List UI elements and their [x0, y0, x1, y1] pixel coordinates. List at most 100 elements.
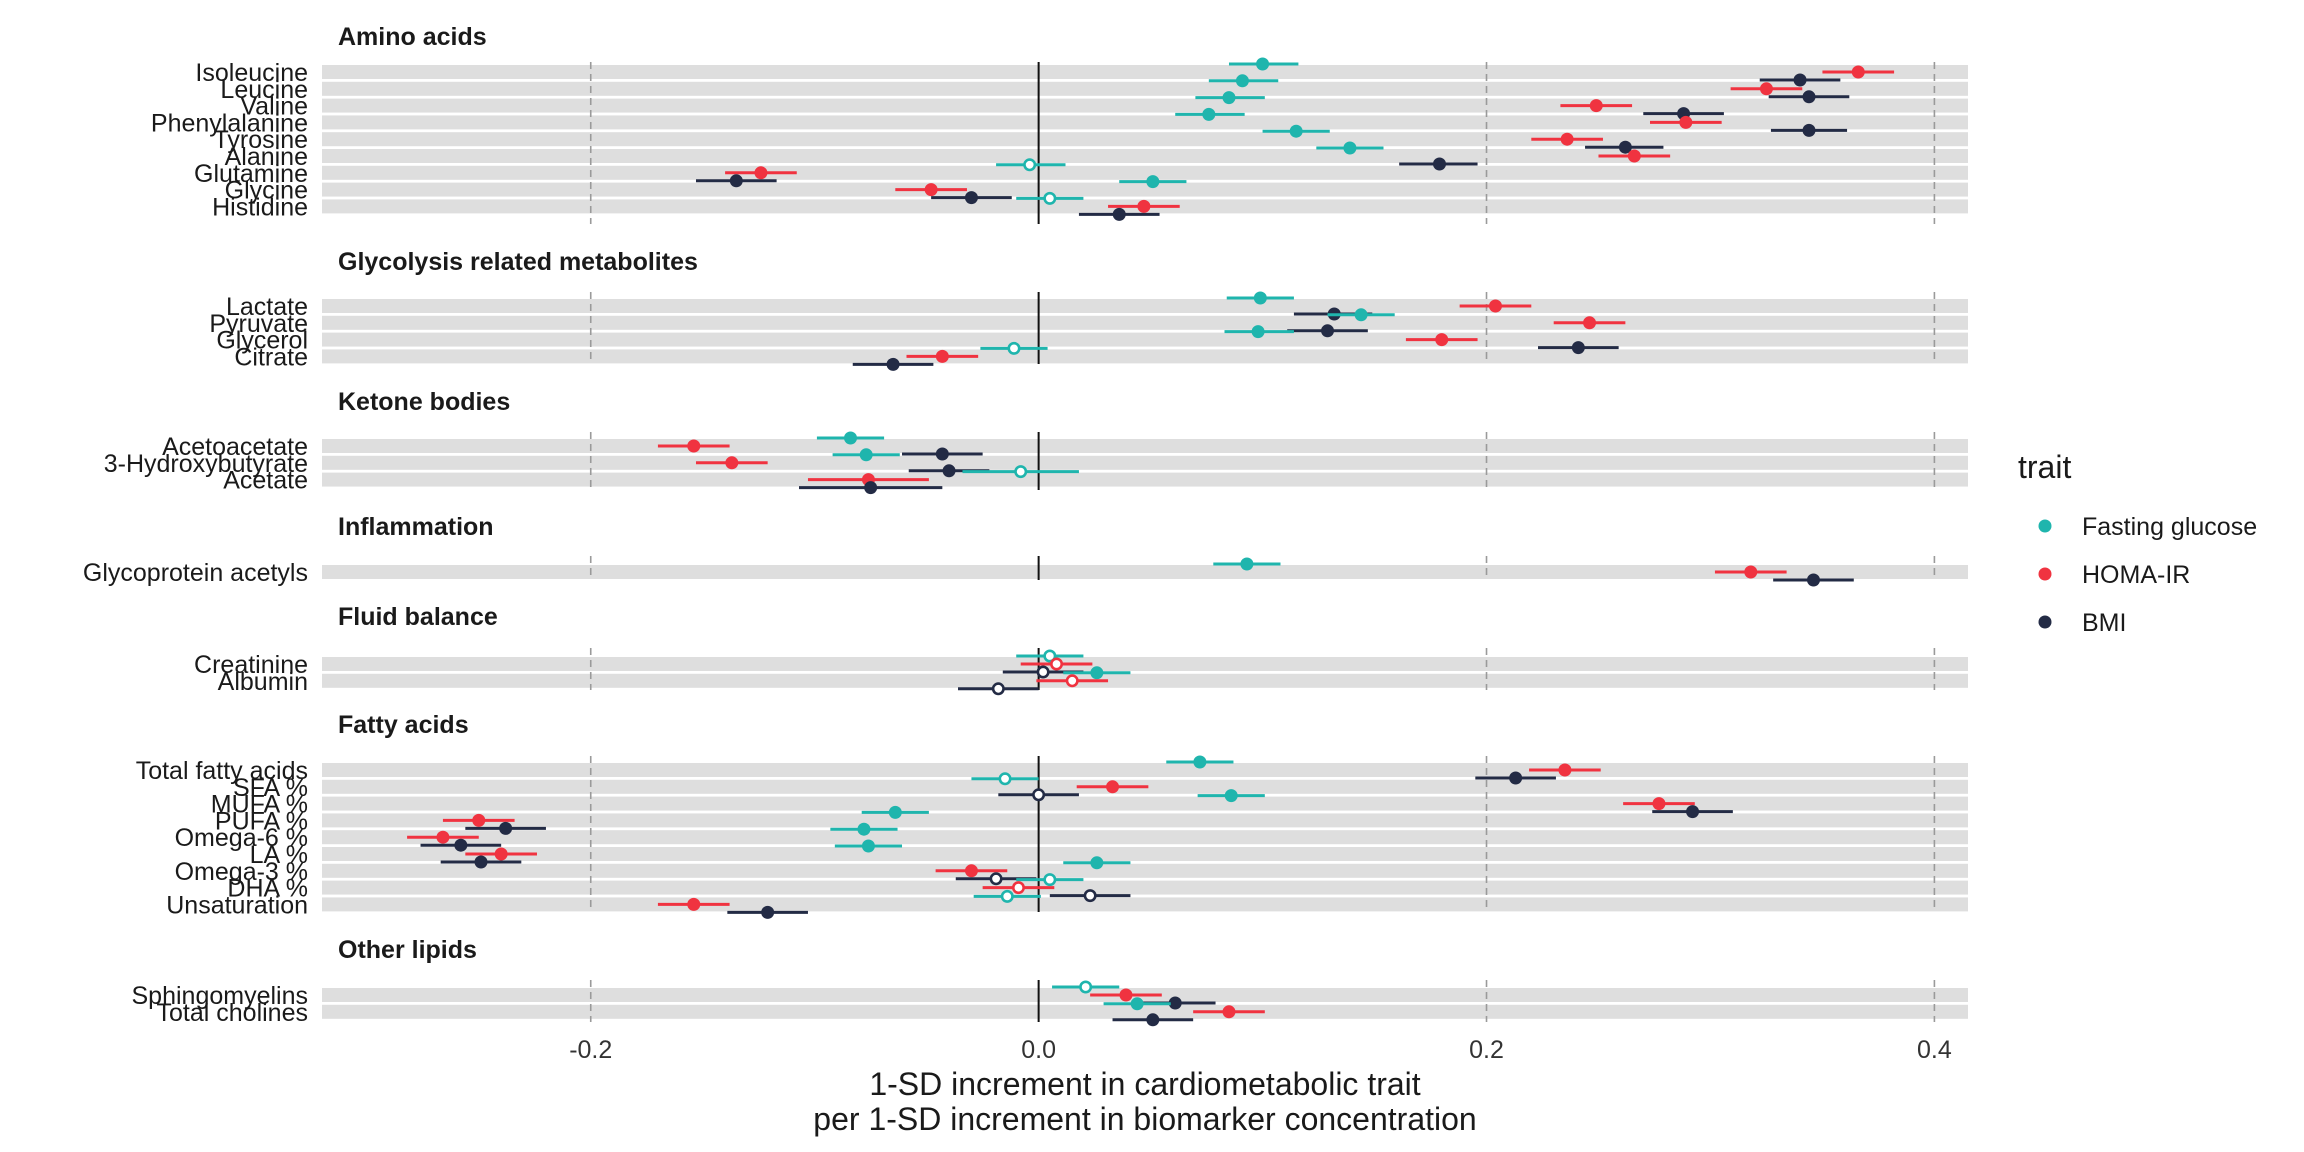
point-mufa-fasting-glucose [1224, 789, 1238, 803]
point-omega-6-homa-ir [436, 830, 450, 844]
point-omega-6-bmi [454, 838, 468, 852]
point-acetoacetate-bmi [935, 447, 949, 461]
point-acetate-fasting-glucose [1014, 465, 1028, 479]
panel-title-other-lipids: Other lipids [338, 936, 477, 964]
row-band-alanine [322, 149, 1968, 163]
row-label-leucine: Leucine [220, 76, 308, 104]
point-isoleucine-homa-ir [1851, 65, 1865, 79]
point-total-fatty-acids-bmi [1509, 771, 1523, 785]
point-unsaturation-bmi [761, 905, 775, 919]
point-pufa-bmi [499, 821, 513, 835]
legend-title: trait [2018, 449, 2071, 485]
x-axis-title-line-1: 1-SD increment in cardiometabolic trait [869, 1066, 1420, 1102]
point-albumin-fasting-glucose [1090, 666, 1104, 680]
row-band-acetoacetate [322, 439, 1968, 453]
panel-title-glycolysis-related-metabolites: Glycolysis related metabolites [338, 248, 698, 276]
point-omega-6-fasting-glucose [857, 822, 871, 836]
point-sphingomyelins-fasting-glucose [1079, 980, 1093, 994]
point-albumin-bmi [991, 682, 1005, 696]
row-label-total-cholines: Total cholines [157, 999, 308, 1027]
row-label-unsaturation: Unsaturation [166, 891, 308, 919]
point-sphingomyelins-bmi [1168, 996, 1182, 1010]
point-phenylalanine-homa-ir [1679, 115, 1693, 129]
row-label-pufa: PUFA % [215, 807, 308, 835]
point-la-fasting-glucose [861, 839, 875, 853]
row-label-glycerol: Glycerol [216, 327, 308, 355]
row-label-mufa: MUFA % [211, 791, 308, 819]
row-label-total-fatty-acids: Total fatty acids [136, 757, 308, 785]
point-glycine-bmi [964, 191, 978, 205]
legend-label-homa-ir: HOMA-IR [2082, 561, 2190, 589]
point-omega-3-homa-ir [964, 864, 978, 878]
point-sfa-homa-ir [1106, 780, 1120, 794]
x-axis: -0.2 0.0 0.2 0.4 1-SD increment in cardiomet… [569, 1036, 1952, 1137]
row-label-citrate: Citrate [234, 343, 308, 371]
row-band-3-hydroxybutyrate [322, 455, 1968, 470]
row-band-citrate [322, 349, 1968, 364]
point-la-homa-ir [494, 847, 508, 861]
point-citrate-fasting-glucose [1007, 341, 1021, 355]
row-label-3-hydroxybutyrate: 3-Hydroxybutyrate [104, 450, 308, 478]
point-3-hydroxybutyrate-bmi [942, 464, 956, 478]
point-valine-fasting-glucose [1222, 91, 1236, 105]
row-band-omega-6 [322, 830, 1968, 845]
x-tick-label-2: 0.2 [1469, 1036, 1504, 1064]
point-creatinine-fasting-glucose [1043, 649, 1057, 663]
gridlines [589, 62, 1936, 1022]
row-band-lactate [322, 299, 1968, 313]
point-acetoacetate-fasting-glucose [844, 431, 858, 445]
point-histidine-homa-ir [1137, 199, 1151, 213]
legend-label-fasting-glucose: Fasting glucose [2082, 513, 2257, 541]
point-histidine-bmi [1112, 207, 1126, 221]
panel-title-amino-acids: Amino acids [338, 23, 487, 51]
row-band-isoleucine [322, 65, 1968, 79]
row-band-pyruvate [322, 315, 1968, 330]
point-glutamine-fasting-glucose [1023, 158, 1037, 172]
row-label-glutamine: Glutamine [194, 160, 308, 188]
row-band-pufa [322, 813, 1968, 828]
point-sfa-fasting-glucose [998, 772, 1012, 786]
point-la-bmi [474, 855, 488, 869]
x-tick-label-1: 0.0 [1021, 1036, 1056, 1064]
point-phenylalanine-fasting-glucose [1202, 107, 1216, 121]
point-citrate-bmi [886, 357, 900, 371]
row-band-unsaturation [322, 897, 1968, 912]
row-band-glycoprotein-acetyls [322, 565, 1968, 579]
point-3-hydroxybutyrate-homa-ir [725, 456, 739, 470]
x-tick-label-3: 0.4 [1917, 1036, 1952, 1064]
point-mufa-homa-ir [1652, 797, 1666, 811]
panel-title-inflammation: Inflammation [338, 513, 494, 541]
point-glycine-homa-ir [924, 183, 938, 197]
point-phenylalanine-bmi [1802, 123, 1816, 137]
legend-label-bmi: BMI [2082, 609, 2126, 637]
panel-title-ketone-bodies: Ketone bodies [338, 388, 510, 416]
point-glycine-fasting-glucose [1146, 175, 1160, 189]
row-band-glycerol [322, 332, 1968, 347]
point-3-hydroxybutyrate-fasting-glucose [859, 448, 873, 462]
row-band-total-cholines [322, 1004, 1968, 1019]
row-band-albumin [322, 673, 1968, 688]
point-leucine-homa-ir [1759, 82, 1773, 96]
row-label-histidine: Histidine [212, 193, 308, 221]
row-band-valine [322, 98, 1968, 113]
point-acetoacetate-homa-ir [687, 439, 701, 453]
row-label-valine: Valine [240, 93, 308, 121]
row-label-creatinine: Creatinine [194, 651, 308, 679]
point-omega-3-bmi [989, 872, 1003, 886]
point-sphingomyelins-homa-ir [1119, 988, 1133, 1002]
point-total-fatty-acids-fasting-glucose [1193, 755, 1207, 769]
point-alanine-fasting-glucose [1343, 141, 1357, 155]
row-band-glycine [322, 182, 1968, 197]
legend-key-homa-ir [2038, 567, 2052, 581]
point-glycoprotein-acetyls-bmi [1806, 573, 1820, 587]
point-glutamine-homa-ir [754, 166, 768, 180]
point-sfa-bmi [1032, 788, 1046, 802]
x-tick-label-0: -0.2 [569, 1036, 612, 1064]
row-label-alanine: Alanine [225, 143, 308, 171]
row-label-glycoprotein-acetyls: Glycoprotein acetyls [83, 559, 308, 587]
row-band-creatinine [322, 657, 1968, 671]
row-band-leucine [322, 81, 1968, 96]
row-label-omega-6: Omega-6 % [175, 824, 308, 852]
row-band-dha [322, 880, 1968, 895]
point-dha-fasting-glucose [1043, 873, 1057, 887]
